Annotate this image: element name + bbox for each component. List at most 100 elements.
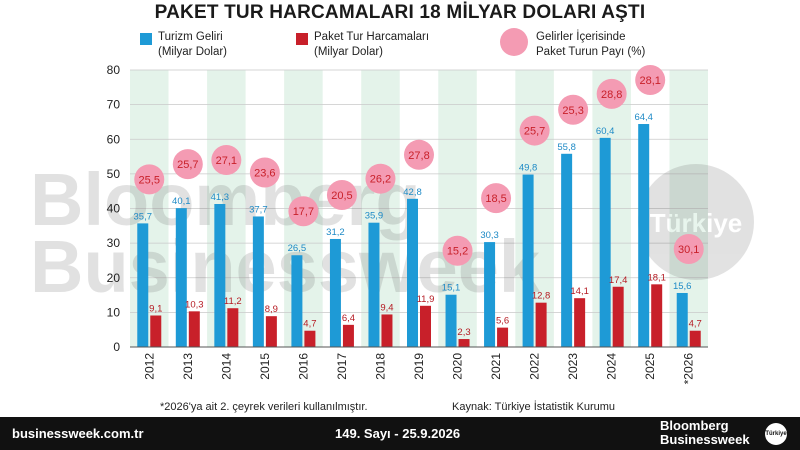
y-tick-label: 50 (107, 167, 121, 181)
bubble-paket-payi (134, 164, 165, 195)
label-paket-tur: 18,1 (647, 272, 666, 283)
x-tick-label: *2026 (682, 353, 696, 385)
y-tick-label: 70 (107, 98, 121, 112)
label-paket-tur: 8,9 (265, 304, 278, 315)
label-paket-tur: 4,7 (689, 319, 702, 330)
legend-swatch-red (296, 33, 308, 45)
bar-turizm-geliri (445, 294, 457, 347)
x-tick-label: 2020 (451, 353, 465, 380)
label-turizm-geliri: 64,4 (634, 112, 653, 123)
label-paket-payi: 23,6 (254, 167, 275, 179)
issue-info: 149. Sayı - 25.9.2026 (335, 426, 461, 441)
x-tick-label: 2017 (335, 353, 349, 380)
label-paket-payi: 25,7 (177, 159, 198, 171)
bar-turizm-geliri (522, 174, 534, 347)
bubble-paket-payi (288, 196, 319, 227)
bubble-paket-payi (365, 163, 396, 194)
x-tick-label: 2025 (643, 353, 657, 380)
label-paket-payi: 20,5 (331, 190, 352, 202)
legend-sublabel: (Milyar Dolar) (158, 46, 227, 58)
x-tick-label: 2023 (566, 353, 580, 380)
brand-line2: Businessweek (660, 432, 750, 447)
y-tick-label: 40 (107, 202, 121, 216)
label-paket-tur: 6,4 (342, 313, 355, 324)
bubble-paket-payi (519, 115, 550, 146)
bar-paket-tur (497, 327, 509, 347)
bubble-paket-payi (211, 144, 242, 175)
bar-chart: BloombergBusinessweekTürkiye010203040506… (30, 63, 754, 385)
bubble-paket-payi (596, 78, 627, 109)
bar-paket-tur (458, 339, 470, 347)
bar-paket-tur (574, 298, 586, 347)
x-tick-label: 2021 (489, 353, 503, 380)
legend-swatch-pink-circle (500, 28, 528, 56)
label-turizm-geliri: 15,1 (442, 283, 461, 294)
bar-paket-tur (265, 316, 277, 347)
bar-paket-tur (420, 305, 431, 347)
x-tick-label: 2019 (412, 353, 426, 380)
bar-turizm-geliri (638, 124, 650, 347)
bubble-paket-payi (481, 183, 512, 214)
label-paket-payi: 27,1 (216, 155, 237, 167)
brand-logo: Bloomberg Businessweek (660, 419, 750, 447)
x-tick-label: 2015 (258, 353, 272, 380)
label-paket-tur: 9,1 (149, 303, 162, 314)
x-tick-label: 2024 (605, 353, 619, 380)
label-paket-payi: 25,7 (524, 126, 545, 138)
bar-turizm-geliri (368, 222, 380, 347)
label-turizm-geliri: 42,8 (403, 187, 422, 198)
y-tick-label: 80 (107, 63, 121, 77)
x-tick-label: 2022 (528, 353, 542, 380)
y-tick-label: 20 (107, 271, 121, 285)
label-paket-payi: 28,8 (601, 89, 622, 101)
y-tick-label: 30 (107, 236, 121, 250)
y-tick-label: 60 (107, 132, 121, 146)
bar-turizm-geliri (137, 223, 149, 347)
bar-turizm-geliri (561, 153, 573, 347)
label-turizm-geliri: 31,2 (326, 227, 345, 238)
legend-swatch-blue (140, 33, 152, 45)
label-paket-payi: 26,2 (370, 174, 391, 186)
label-paket-tur: 11,2 (224, 296, 242, 307)
bar-turizm-geliri (407, 198, 418, 347)
y-tick-label: 0 (113, 340, 120, 354)
bubble-paket-payi (249, 157, 280, 188)
bar-turizm-geliri (676, 292, 688, 347)
site-link[interactable]: businessweek.com.tr (12, 426, 144, 441)
bar-paket-tur (150, 315, 162, 347)
brand-line1: Bloomberg (660, 418, 729, 433)
legend-label: Turizm Geliri (158, 31, 223, 43)
x-tick-label: 2016 (296, 353, 310, 380)
bar-turizm-geliri (599, 137, 611, 347)
bar-turizm-geliri (329, 238, 341, 347)
watermark-circle (638, 164, 754, 280)
x-tick-label: 2013 (181, 353, 195, 380)
watermark-circle-text: Türkiye (650, 208, 743, 238)
bar-turizm-geliri (175, 208, 187, 347)
label-paket-payi: 18,5 (485, 193, 506, 205)
label-paket-payi: 30,1 (678, 244, 699, 256)
bubble-paket-payi (326, 179, 357, 210)
bar-paket-tur (342, 324, 354, 347)
bar-paket-tur (381, 314, 393, 347)
x-tick-label: 2018 (373, 353, 387, 380)
label-turizm-geliri: 49,8 (519, 163, 538, 174)
label-paket-tur: 17,4 (609, 275, 628, 286)
bar-paket-tur (651, 284, 663, 347)
bar-paket-tur (535, 302, 547, 347)
label-paket-tur: 4,7 (303, 319, 316, 330)
y-tick-label: 10 (107, 305, 121, 319)
label-paket-payi: 25,3 (562, 105, 583, 117)
bubble-paket-payi (635, 65, 666, 96)
label-paket-payi: 27,8 (408, 150, 429, 162)
label-paket-payi: 28,1 (639, 75, 660, 87)
label-paket-tur: 9,4 (380, 302, 393, 313)
label-turizm-geliri: 26,5 (288, 243, 307, 254)
label-turizm-geliri: 35,9 (365, 211, 384, 222)
bar-paket-tur (227, 308, 239, 347)
label-paket-tur: 5,6 (496, 316, 509, 327)
chart-title: PAKET TUR HARCAMALARI 18 MİLYAR DOLARI A… (154, 2, 646, 23)
label-paket-payi: 15,2 (447, 246, 468, 258)
label-paket-tur: 14,1 (570, 286, 589, 297)
source-note: Kaynak: Türkiye İstatistik Kurumu (452, 401, 616, 413)
